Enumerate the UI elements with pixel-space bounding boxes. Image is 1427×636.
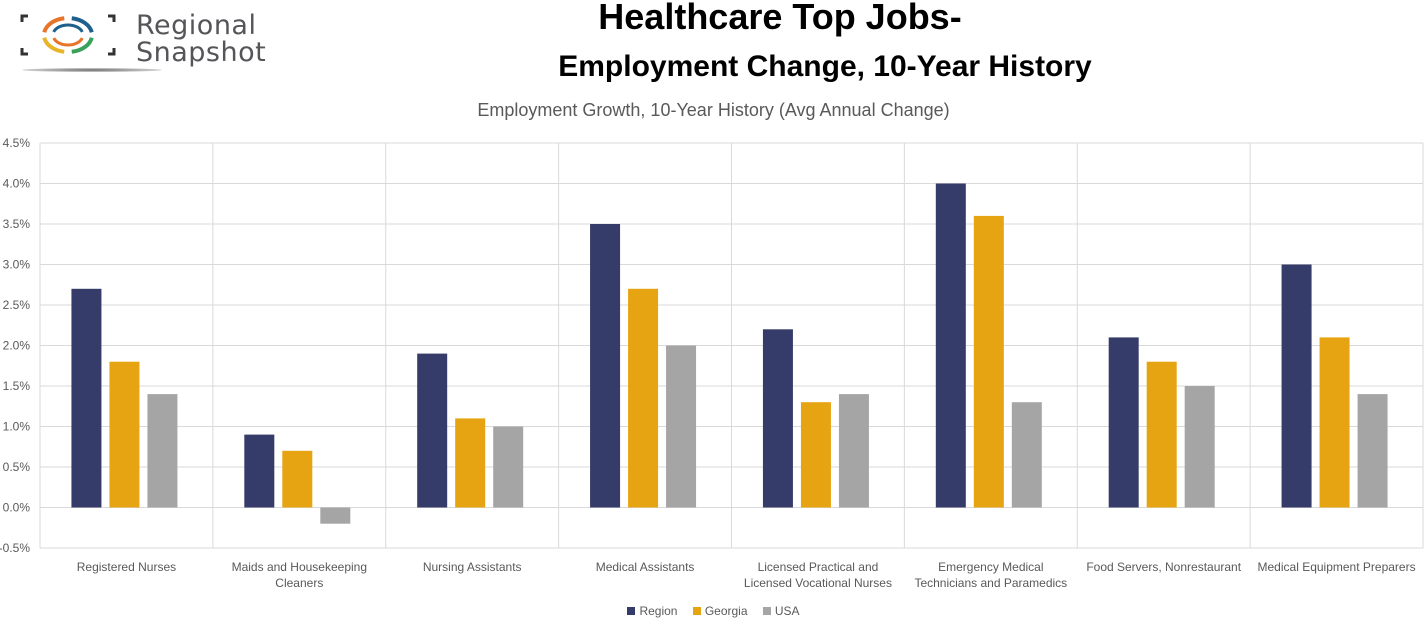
legend-swatch-georgia	[692, 607, 701, 615]
regional-snapshot-logo: Regional Snapshot	[14, 8, 304, 78]
bar-georgia	[282, 450, 313, 508]
page-subtitle: Employment Change, 10-Year History	[558, 50, 1092, 83]
logo-ring-arc	[71, 37, 94, 54]
y-axis-ticks: 4.5% 4.0% 3.5% 3.0% 2.5% 2.0% 1.5% 1.0% 0.5% 0.0%…	[0, 136, 30, 555]
bar-georgia	[800, 402, 831, 508]
legend-item-region: Region	[627, 604, 677, 618]
x-tick-label: Medical Assistants	[596, 560, 695, 574]
y-tick-label: 0.5%	[3, 460, 31, 474]
y-tick-label: 4.5%	[3, 136, 31, 150]
logo-ring-arc	[42, 37, 65, 54]
logo-line-2: Snapshot	[136, 37, 267, 68]
logo-ring-arc	[52, 37, 84, 47]
bar-region	[1281, 264, 1312, 508]
x-tick-label: Maids and Housekeeping Cleaners	[232, 560, 367, 590]
y-tick-label: 1.0%	[3, 420, 31, 434]
legend-label-usa: USA	[774, 604, 800, 618]
y-tick-label: 3.0%	[3, 258, 31, 272]
x-tick-label: Food Servers, Nonrestaurant	[1086, 560, 1241, 574]
logo-ring-arc	[71, 16, 94, 33]
page-title: Healthcare Top Jobs-	[598, 0, 962, 37]
bar-usa	[1357, 394, 1388, 508]
y-tick-label: -0.5%	[0, 541, 30, 555]
bar-georgia	[973, 215, 1004, 508]
bar-region	[935, 183, 966, 508]
legend-item-usa: USA	[762, 604, 800, 618]
x-tick-label: Licensed Practical and Licensed Vocationa…	[744, 560, 892, 590]
y-tick-label: 2.5%	[3, 298, 31, 312]
y-tick-label: 4.0%	[3, 177, 31, 191]
y-tick-label: 0.0%	[3, 501, 31, 515]
bar-georgia	[455, 418, 486, 508]
logo-line-1: Regional	[136, 10, 257, 41]
x-tick-label: Nursing Assistants	[423, 560, 522, 574]
bar-usa	[1011, 402, 1042, 508]
bar-region	[244, 434, 275, 508]
x-axis-labels: Registered Nurses Maids and Housekeeping C…	[77, 560, 1416, 590]
x-tick-label: Registered Nurses	[77, 560, 176, 574]
legend-item-georgia: Georgia	[692, 604, 748, 618]
legend: Region Georgia USA	[0, 604, 1427, 618]
bar-usa	[320, 507, 351, 524]
legend-swatch-region	[627, 607, 636, 615]
bar-usa	[493, 426, 524, 508]
bar-usa	[838, 394, 869, 508]
logo-shadow	[22, 68, 162, 72]
legend-label-region: Region	[639, 604, 678, 618]
legend-swatch-usa	[762, 607, 771, 615]
x-tick-label: Emergency Medical Technicians and Paramed…	[914, 560, 1067, 590]
bar-chart: 4.5% 4.0% 3.5% 3.0% 2.5% 2.0% 1.5% 1.0% 0.5% 0.0%…	[0, 136, 1424, 590]
bar-usa	[1184, 386, 1215, 508]
bar-usa	[147, 394, 178, 508]
legend-label-georgia: Georgia	[704, 604, 748, 618]
bars	[71, 183, 1388, 524]
bar-georgia	[628, 288, 659, 508]
bar-region	[417, 353, 448, 508]
bar-region	[590, 224, 621, 508]
bar-georgia	[1319, 337, 1350, 508]
bar-region	[71, 288, 102, 508]
camera-frame-icon	[20, 14, 116, 56]
y-tick-label: 3.5%	[3, 217, 31, 231]
bar-region	[1108, 337, 1139, 508]
logo-text: Regional Snapshot	[136, 12, 266, 66]
chart-title: Employment Growth, 10-Year History (Avg …	[477, 100, 950, 120]
bar-region	[762, 329, 793, 508]
bar-georgia	[1146, 361, 1177, 508]
logo-ring-arc	[52, 23, 84, 33]
bar-usa	[666, 345, 697, 508]
gridlines	[39, 142, 1424, 549]
y-tick-label: 1.5%	[3, 379, 31, 393]
x-tick-label: Medical Equipment Preparers	[1258, 560, 1416, 574]
y-tick-label: 2.0%	[3, 339, 31, 353]
bar-georgia	[109, 361, 140, 508]
logo-ring-arc	[42, 16, 65, 33]
